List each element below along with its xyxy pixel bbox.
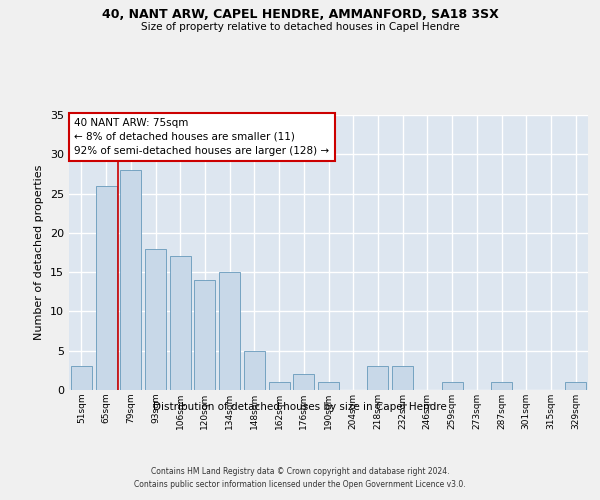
Bar bbox=[194, 280, 215, 390]
Bar bbox=[244, 350, 265, 390]
Bar bbox=[392, 366, 413, 390]
Y-axis label: Number of detached properties: Number of detached properties bbox=[34, 165, 44, 340]
Bar bbox=[367, 366, 388, 390]
Bar bbox=[565, 382, 586, 390]
Bar bbox=[293, 374, 314, 390]
Bar bbox=[491, 382, 512, 390]
Bar bbox=[95, 186, 116, 390]
Text: Size of property relative to detached houses in Capel Hendre: Size of property relative to detached ho… bbox=[140, 22, 460, 32]
Text: Contains HM Land Registry data © Crown copyright and database right 2024.: Contains HM Land Registry data © Crown c… bbox=[151, 468, 449, 476]
Text: Distribution of detached houses by size in Capel Hendre: Distribution of detached houses by size … bbox=[153, 402, 447, 412]
Bar bbox=[120, 170, 141, 390]
Text: 40, NANT ARW, CAPEL HENDRE, AMMANFORD, SA18 3SX: 40, NANT ARW, CAPEL HENDRE, AMMANFORD, S… bbox=[101, 8, 499, 20]
Bar bbox=[442, 382, 463, 390]
Bar bbox=[269, 382, 290, 390]
Bar bbox=[71, 366, 92, 390]
Text: 40 NANT ARW: 75sqm
← 8% of detached houses are smaller (11)
92% of semi-detached: 40 NANT ARW: 75sqm ← 8% of detached hous… bbox=[74, 118, 329, 156]
Bar bbox=[318, 382, 339, 390]
Bar bbox=[170, 256, 191, 390]
Bar bbox=[219, 272, 240, 390]
Text: Contains public sector information licensed under the Open Government Licence v3: Contains public sector information licen… bbox=[134, 480, 466, 489]
Bar bbox=[145, 248, 166, 390]
